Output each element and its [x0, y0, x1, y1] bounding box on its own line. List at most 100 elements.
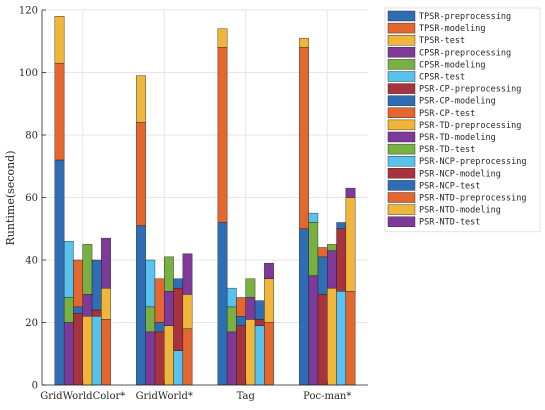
legend-swatch [387, 59, 416, 70]
bars [54, 16, 356, 386]
bar-segment [345, 197, 356, 292]
y-tick-label: 40 [25, 256, 38, 267]
legend-swatch [387, 47, 416, 58]
legend-swatch [387, 95, 416, 106]
bar-segment [164, 325, 174, 386]
x-tick-label: GridWorld* [136, 391, 193, 402]
bar-segment [245, 319, 256, 386]
bar-segment [136, 225, 146, 386]
y-tick-label: 20 [25, 318, 38, 329]
bar-segment [54, 16, 65, 64]
bar-segment [73, 259, 83, 308]
bar-segment [91, 316, 102, 386]
legend-label: PSR-TD-test [419, 145, 475, 155]
bar-segment [182, 294, 193, 329]
legend-label: PSR-TD-modeling [419, 133, 496, 143]
bar-segment [145, 259, 156, 308]
bar-segment [226, 287, 237, 308]
bar-segment [264, 262, 274, 279]
legend-label: CPSR-preprocessing [419, 48, 511, 58]
bar-segment [136, 122, 146, 226]
bar-segment [63, 241, 74, 298]
legend-label: TPSR-preprocessing [419, 12, 511, 22]
legend-swatch [387, 168, 416, 179]
bar-segment [299, 37, 309, 48]
legend-swatch [387, 22, 416, 34]
legend-label: PSR-NCP-modeling [419, 169, 501, 179]
legend-label: PSR-NCP-test [419, 181, 480, 191]
bar-segment [73, 312, 83, 386]
legend-swatch [387, 35, 416, 46]
legend-swatch [387, 71, 416, 82]
bar-segment [91, 309, 102, 317]
bar-segment [264, 278, 274, 323]
bar-segment [217, 47, 228, 223]
bar-segment [145, 331, 156, 386]
bar-segment [182, 328, 193, 386]
legend-swatch [387, 131, 416, 143]
legend-swatch [387, 204, 416, 215]
y-axis-label: Runtime(second) [4, 151, 17, 246]
bar-segment [54, 62, 65, 161]
legend-swatch [387, 10, 416, 22]
bar-segment [101, 237, 111, 289]
legend-label: TPSR-modeling [419, 24, 486, 34]
bar-segment [173, 287, 184, 351]
x-tick-label: Poc-man* [303, 391, 351, 402]
legend-label: PSR-NTD-test [419, 218, 480, 228]
x-tick-label: GridWorldColor* [40, 391, 125, 402]
bar-segment [226, 331, 237, 386]
bar-segment [336, 228, 347, 292]
axes: 0 20 40 60 80 100 120 GridWorldColor* GridWorld*… [19, 6, 368, 402]
y-tick-label: 60 [25, 193, 38, 204]
bar-segment [299, 47, 309, 229]
bar-segment [327, 244, 337, 251]
x-tick-label: Tag [237, 391, 256, 402]
bar-segment [254, 325, 265, 386]
y-tick-label: 100 [19, 68, 38, 79]
bar-segment [63, 322, 74, 386]
legend-swatch [387, 216, 416, 227]
bar-segment [145, 306, 156, 333]
legend-label: PSR-CP-test [419, 109, 475, 119]
bar-segment [345, 187, 356, 198]
bar-segment [164, 291, 174, 326]
bar-segment [164, 256, 174, 292]
bar-segment [217, 28, 228, 48]
legend-label: TPSR-test [419, 36, 465, 46]
bar-segment [264, 322, 274, 386]
legend-swatch [387, 180, 416, 191]
bar-segment [336, 222, 347, 229]
bar-segment [317, 247, 328, 258]
bar-segment [299, 228, 309, 386]
bar-segment [308, 222, 319, 276]
bar-segment [226, 306, 237, 333]
legend-swatch [387, 83, 416, 94]
bar-segment [217, 222, 228, 386]
bar-segment [82, 294, 93, 317]
legend-label: PSR-NTD-preprocessing [419, 194, 526, 204]
bar-segment [173, 350, 184, 386]
bar-segment [136, 75, 146, 123]
bar-segment [154, 278, 165, 323]
bar-segment [254, 319, 265, 326]
legend-label: PSR-TD-preprocessing [419, 121, 521, 131]
bar-segment [308, 275, 319, 386]
bar-segment [63, 297, 74, 323]
bar-segment [101, 319, 111, 386]
bar-segment [154, 322, 165, 333]
bar-segment [317, 256, 328, 295]
bar-segment [154, 331, 165, 386]
bar-segment [236, 325, 246, 386]
legend-swatch [387, 119, 416, 131]
bar-segment [54, 159, 65, 386]
bar-segment [245, 278, 256, 298]
y-tick-label: 80 [25, 131, 38, 142]
legend: TPSR-preprocessing TPSR-modeling TPSR-test… [384, 7, 541, 233]
bar-segment [236, 297, 246, 317]
legend-label: PSR-NTD-modeling [419, 206, 501, 216]
bar-segment [317, 294, 328, 386]
bar-segment [345, 291, 356, 386]
